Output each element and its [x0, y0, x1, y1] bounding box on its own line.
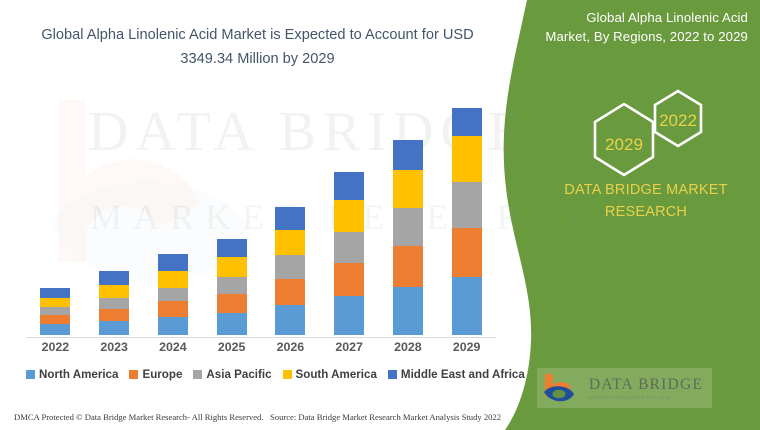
bar-column-2022: [40, 288, 71, 335]
bar-segment-2026-europe: [275, 279, 306, 305]
bar-column-2026: [275, 207, 306, 335]
green-panel-content: Global Alpha Linolenic Acid Market, By R…: [532, 0, 760, 430]
bar-segment-2024-europe: [157, 301, 188, 317]
bar-segment-2025-asia-pacific: [216, 277, 247, 294]
logo-sub-text: MARKET RESEARCH PVT LTD: [589, 395, 670, 400]
bar-segment-2022-north-america: [40, 324, 71, 335]
bar-segment-2026-middle-east-and-africa: [275, 207, 306, 230]
chart-legend: North America Europe Asia Pacific South Ame…: [26, 368, 525, 381]
data-bridge-logo-mark: [542, 370, 582, 406]
bar-segment-2023-middle-east-and-africa: [99, 271, 130, 285]
x-axis-label-2022: 2022: [41, 340, 70, 354]
bar-segment-2023-north-america: [99, 321, 130, 335]
bar-segment-2024-asia-pacific: [157, 288, 188, 301]
x-axis-label-2024: 2024: [159, 340, 187, 354]
bar-segment-2027-middle-east-and-africa: [334, 172, 365, 200]
bar-segment-2024-middle-east-and-africa: [157, 254, 188, 271]
legend-label: North America: [39, 368, 119, 381]
bar-segment-2027-asia-pacific: [334, 232, 365, 263]
bar-column-2025: [216, 239, 247, 335]
bar-column-2027: [334, 172, 365, 335]
bar-segment-2026-north-america: [275, 305, 306, 335]
bar-segment-2026-south-america: [275, 230, 306, 255]
legend-swatch-icon: [129, 370, 139, 379]
x-axis-label-2025: 2025: [217, 340, 246, 354]
bar-segment-2025-middle-east-and-africa: [216, 239, 247, 257]
hexagon-group: 2022 2029: [532, 78, 760, 178]
bar-segment-2023-asia-pacific: [99, 298, 130, 309]
legend-item-asia-pacific[interactable]: Asia Pacific: [193, 368, 272, 381]
legend-label: Middle East and Africa: [400, 368, 525, 381]
hexagon-2029-label: 2029: [605, 135, 643, 154]
page-title: Global Alpha Linolenic Acid Market is Ex…: [41, 27, 474, 67]
bar-segment-2022-south-america: [40, 298, 71, 307]
logo-main-text: DATA BRIDGE: [589, 376, 704, 393]
legend-label: South America: [295, 368, 377, 381]
bar-segment-2029-south-america: [451, 136, 482, 182]
legend-item-south-america[interactable]: South America: [282, 368, 377, 381]
footer-source: Source: Data Bridge Market Research Mark…: [270, 412, 502, 422]
bar-segment-2027-south-america: [334, 200, 365, 232]
bar-column-2029: [451, 108, 482, 335]
legend-label: Asia Pacific: [206, 368, 272, 381]
stacked-bar-chart: [26, 88, 496, 338]
bar-segment-2024-south-america: [157, 271, 188, 288]
bar-segment-2025-south-america: [216, 257, 247, 277]
hexagon-2022-shape: 2022: [653, 89, 703, 148]
legend-item-middle-east-and-africa[interactable]: Middle East and Africa: [387, 368, 525, 381]
bar-segment-2025-north-america: [216, 313, 247, 335]
bar-segment-2024-north-america: [157, 317, 188, 335]
bar-segment-2029-north-america: [451, 277, 482, 335]
hexagon-2022-label: 2022: [659, 111, 697, 130]
bar-segment-2028-south-america: [392, 170, 423, 208]
x-axis-label-2027: 2027: [335, 340, 363, 354]
bar-segment-2022-europe: [40, 315, 71, 324]
legend-swatch-icon: [193, 370, 203, 379]
bar-segment-2028-north-america: [392, 287, 423, 335]
chart-x-axis-labels: 2022 2023 2024 2025 2026 2027 2028 2029: [26, 340, 496, 358]
x-axis-label-2029: 2029: [452, 340, 481, 354]
legend-item-north-america[interactable]: North America: [26, 368, 118, 381]
data-bridge-logo: DATA BRIDGE MARKET RESEARCH PVT LTD: [537, 368, 712, 408]
bar-segment-2023-south-america: [99, 285, 130, 298]
legend-swatch-icon: [282, 370, 292, 379]
legend-label: Europe: [142, 368, 183, 381]
bar-segment-2027-north-america: [334, 296, 365, 335]
dbmr-brand-line2: RESEARCH: [604, 203, 688, 220]
bar-segment-2028-middle-east-and-africa: [392, 140, 423, 170]
x-axis-label-2026: 2026: [276, 340, 305, 354]
bar-segment-2026-asia-pacific: [275, 255, 306, 279]
footer-copyright: DMCA Protected © Data Bridge Market Rese…: [14, 412, 264, 422]
bar-column-2028: [392, 140, 423, 335]
bar-segment-2029-asia-pacific: [451, 182, 482, 228]
x-axis-label-2028: 2028: [394, 340, 422, 354]
chart-plot-area: [26, 88, 496, 335]
bar-segment-2022-middle-east-and-africa: [40, 288, 71, 298]
legend-swatch-icon: [26, 370, 35, 379]
bar-segment-2028-europe: [392, 246, 423, 287]
bar-segment-2029-middle-east-and-africa: [451, 108, 482, 136]
bar-segment-2029-europe: [451, 228, 482, 277]
hexagon-2029-shape: 2029: [593, 102, 655, 177]
bar-segment-2027-europe: [334, 263, 365, 296]
bar-segment-2023-europe: [99, 309, 130, 321]
bar-segment-2025-europe: [216, 294, 247, 313]
legend-swatch-icon: [387, 370, 397, 379]
dbmr-brand-line1: DATA BRIDGE MARKET: [564, 182, 728, 198]
green-panel-title: Global Alpha Linolenic Acid Market, By R…: [545, 10, 748, 45]
chart-x-axis-line: [26, 337, 496, 338]
bar-segment-2028-asia-pacific: [392, 208, 423, 246]
bar-column-2023: [99, 271, 130, 335]
bar-column-2024: [157, 254, 188, 335]
legend-item-europe[interactable]: Europe: [129, 368, 182, 381]
x-axis-label-2023: 2023: [100, 340, 128, 354]
bar-segment-2022-asia-pacific: [40, 307, 71, 315]
dbmr-brand-text: DATA BRIDGE MARKET RESEARCH: [532, 180, 760, 224]
